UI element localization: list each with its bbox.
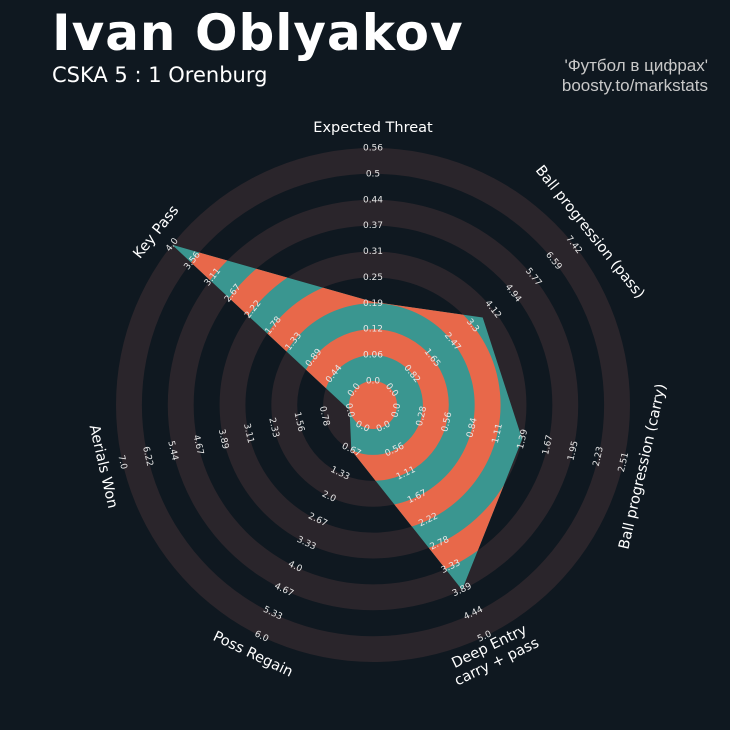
- tick-label: 2.33: [266, 417, 280, 439]
- tick-label: 0.28: [415, 405, 429, 427]
- tick-label: 1.39: [516, 428, 530, 450]
- tick-label: 2.51: [617, 451, 631, 473]
- parameter-label-line: Aerials Won: [86, 423, 121, 510]
- tick-label: 0.0: [366, 377, 381, 387]
- tick-label: 1.11: [491, 423, 505, 445]
- tick-label: 0.06: [363, 351, 383, 361]
- parameter-label: Expected Threat: [313, 120, 433, 136]
- tick-label: 0.56: [363, 144, 383, 154]
- tick-label: 3.11: [241, 423, 255, 445]
- tick-label: 6.22: [140, 446, 154, 468]
- tick-label: 1.67: [541, 434, 555, 456]
- tick-label: 0.78: [317, 405, 331, 427]
- tick-label: 0.31: [363, 247, 383, 257]
- tick-label: 0.37: [363, 221, 383, 231]
- credit-block: 'Футбол в цифрах' boosty.to/markstats: [562, 56, 708, 96]
- credit-url: boosty.to/markstats: [561, 76, 708, 95]
- match-subtitle: CSKA 5 : 1 Orenburg: [52, 63, 268, 87]
- player-name-title: Ivan Oblyakov: [52, 4, 464, 62]
- parameter-label-line: Expected Threat: [313, 120, 433, 136]
- tick-label: 0.19: [363, 299, 383, 309]
- tick-label: 0.25: [363, 273, 383, 283]
- tick-label: 7.0: [115, 454, 128, 470]
- tick-label: 1.56: [292, 411, 306, 433]
- tick-label: 3.89: [216, 428, 230, 450]
- tick-label: 0.44: [363, 195, 383, 205]
- tick-label: 1.95: [566, 440, 580, 462]
- tick-label: 4.67: [191, 434, 205, 456]
- tick-label: 0.0: [343, 402, 356, 418]
- tick-label: 0.0: [390, 402, 403, 418]
- player-area: [172, 244, 523, 590]
- credit-channel: 'Футбол в цифрах': [564, 56, 708, 75]
- tick-label: 0.12: [363, 325, 383, 335]
- parameter-label: Aerials Won: [86, 423, 121, 510]
- player-center-band: [349, 381, 397, 429]
- tick-label: 5.44: [165, 440, 179, 462]
- tick-label: 0.84: [465, 417, 479, 439]
- tick-label: 0.56: [440, 411, 454, 433]
- tick-label: 2.23: [592, 446, 606, 468]
- player-alternating-bands: [172, 244, 523, 590]
- tick-label: 0.5: [366, 169, 380, 179]
